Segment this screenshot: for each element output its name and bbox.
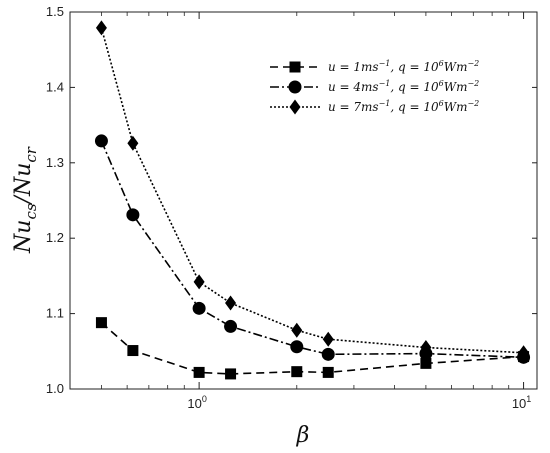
- y-axis: 1.0 1.1 1.2 1.3 1.4 1.5: [46, 4, 537, 396]
- legend-label-mid: , q = 10: [390, 80, 439, 94]
- legend-label-wexp: −2: [467, 99, 479, 108]
- data-point: [127, 345, 139, 357]
- y-tick-label: 1.5: [46, 4, 64, 19]
- y-axis-title-sep: /: [11, 193, 36, 205]
- series-line: [100, 27, 524, 354]
- data-point: [225, 368, 237, 380]
- data-point: [193, 366, 205, 378]
- legend-marker: [289, 99, 301, 115]
- data-point: [193, 274, 205, 290]
- legend-item: u = 1ms−1, q = 106Wm−2: [270, 59, 479, 74]
- data-point: [95, 20, 107, 36]
- legend-label-suffix: Wm: [444, 60, 468, 74]
- legend-label-uexp: −1: [379, 99, 391, 108]
- y-axis-title-sub1: cs: [22, 203, 40, 219]
- y-axis-title-main2: Nu: [11, 163, 36, 197]
- legend-label-suffix: Wm: [444, 80, 468, 94]
- data-point: [127, 135, 139, 151]
- y-tick-label: 1.3: [46, 155, 64, 170]
- data-point: [291, 366, 303, 378]
- legend-label-prefix: u = 1ms: [328, 60, 379, 74]
- legend-label: u = 4ms−1, q = 106Wm−2: [328, 79, 479, 94]
- series-diamond: [95, 20, 530, 361]
- y-tick-label: 1.0: [46, 381, 64, 396]
- legend-label-uexp: −1: [379, 59, 391, 68]
- y-tick-label: 1.4: [46, 79, 64, 94]
- x-tick-label: 101: [512, 394, 531, 411]
- legend-label-mid: , q = 10: [390, 100, 439, 114]
- data-point: [322, 331, 334, 347]
- series-line: [100, 140, 524, 359]
- legend-label-qexp: 6: [439, 99, 444, 108]
- data-point: [192, 301, 206, 315]
- x-tick-label-exp: 0: [202, 394, 207, 404]
- legend-label-suffix: Wm: [444, 100, 468, 114]
- legend-label-prefix: u = 7ms: [328, 100, 379, 114]
- x-tick-label: 100: [187, 394, 206, 411]
- data-point: [291, 322, 303, 338]
- legend-item: u = 4ms−1, q = 106Wm−2: [270, 79, 479, 94]
- data-point: [321, 347, 335, 361]
- data-point: [420, 340, 432, 356]
- data-point: [322, 366, 334, 378]
- data-point: [420, 357, 432, 369]
- data-point: [126, 208, 140, 222]
- data-point: [225, 295, 237, 311]
- series-line: [100, 322, 524, 375]
- data-point: [224, 319, 238, 333]
- data-point: [94, 134, 108, 148]
- legend-item: u = 7ms−1, q = 106Wm−2: [270, 99, 479, 115]
- y-axis-title-sub2: cr: [22, 146, 40, 162]
- y-tick-label: 1.1: [46, 306, 64, 321]
- legend-marker: [288, 80, 302, 94]
- data-point: [518, 345, 530, 361]
- x-axis: 100 101: [101, 12, 531, 411]
- legend-label-prefix: u = 4ms: [328, 80, 379, 94]
- y-axis-title-main1: Nu: [11, 220, 36, 254]
- legend-label: u = 1ms−1, q = 106Wm−2: [328, 59, 479, 74]
- legend-label-qexp: 6: [439, 79, 444, 88]
- x-axis-title: β: [296, 423, 310, 448]
- legend-label-qexp: 6: [439, 59, 444, 68]
- legend-label-wexp: −2: [467, 79, 479, 88]
- legend-label-mid: , q = 10: [390, 60, 439, 74]
- x-tick-label-base: 10: [512, 396, 526, 411]
- legend-label-wexp: −2: [467, 59, 479, 68]
- y-axis-title: Nucs/Nucr: [11, 146, 40, 254]
- legend: u = 1ms−1, q = 106Wm−2u = 4ms−1, q = 106…: [263, 55, 525, 119]
- series-layer: [94, 20, 531, 380]
- data-point: [290, 340, 304, 354]
- y-tick-label: 1.2: [46, 230, 64, 245]
- legend-label-uexp: −1: [379, 79, 391, 88]
- legend-marker: [289, 61, 301, 73]
- data-point: [95, 317, 107, 329]
- x-tick-label-base: 10: [187, 396, 201, 411]
- legend-label: u = 7ms−1, q = 106Wm−2: [328, 99, 479, 114]
- x-tick-label-exp: 1: [526, 394, 531, 404]
